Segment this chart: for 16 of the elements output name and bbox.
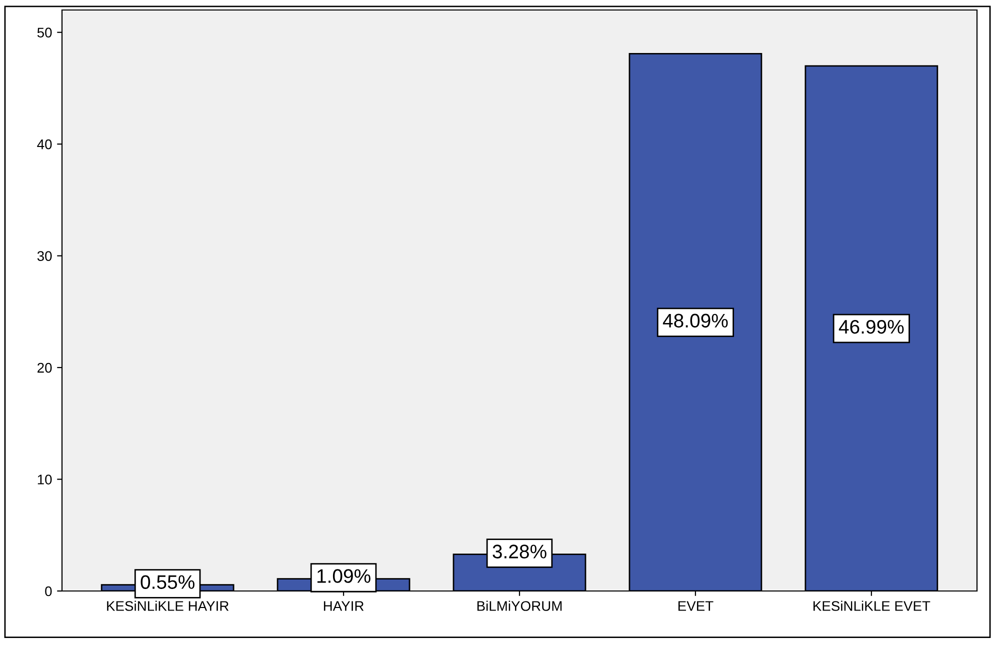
y-tick-label: 20 (38, 362, 52, 373)
x-tick-label: KESiNLiKLE EVET (814, 600, 930, 611)
y-tick-label: 40 (37, 139, 52, 150)
data-label: 0.55% (140, 575, 194, 589)
data-label: 46.99% (838, 320, 904, 334)
data-label: 1.09% (317, 569, 370, 583)
x-tick-label: EVET (678, 601, 714, 611)
y-tick-label: 0 (45, 586, 52, 596)
y-tick-label: 30 (37, 251, 52, 261)
y-tick-label: 10 (38, 474, 52, 484)
x-tick-label: BiLMiYORUM (477, 600, 562, 611)
x-tick-label: KESiNLiKLE HAYIR (107, 600, 229, 611)
data-label: 48.09% (662, 314, 728, 328)
y-tick-label: 50 (37, 28, 52, 38)
data-label: 3.28% (492, 544, 546, 558)
x-tick-label: HAYIR (324, 601, 364, 611)
